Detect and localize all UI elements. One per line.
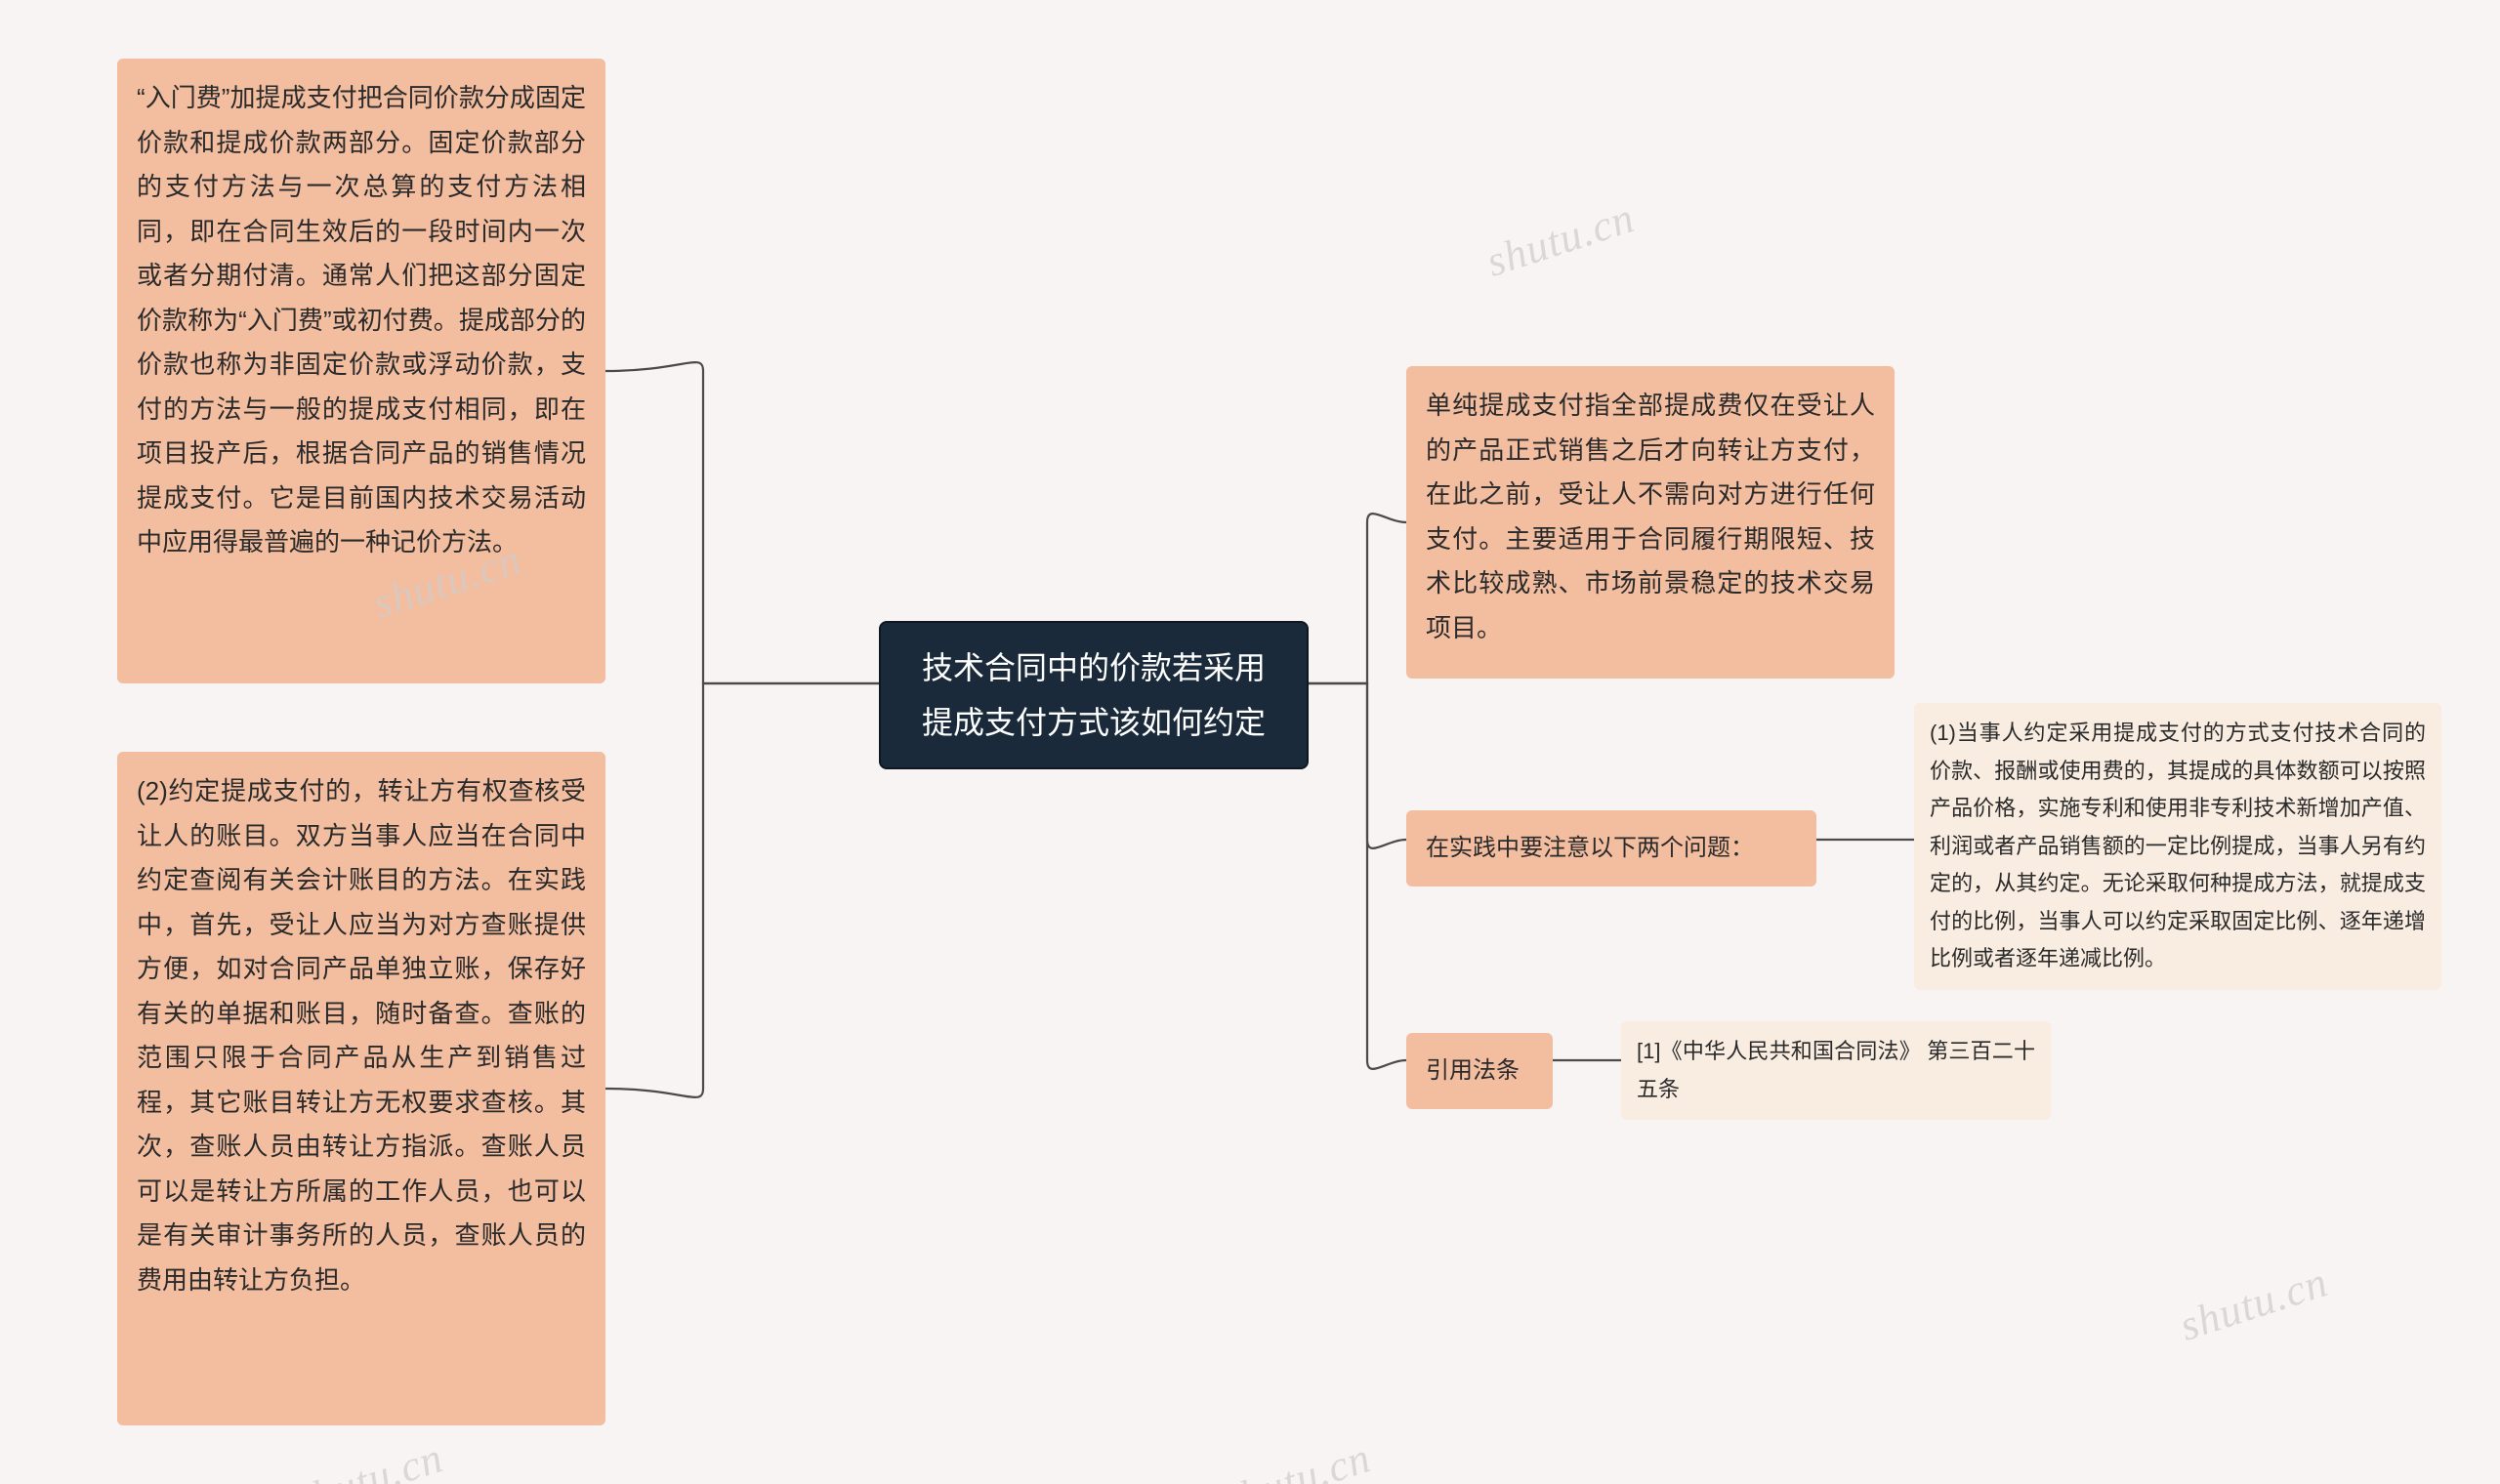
root-node[interactable]: 技术合同中的价款若采用提成支付方式该如何约定 <box>879 621 1309 769</box>
left-node-2[interactable]: (2)约定提成支付的，转让方有权查核受让人的账目。双方当事人应当在合同中约定查阅… <box>117 752 605 1425</box>
right-node-1[interactable]: 单纯提成支付指全部提成费仅在受让人的产品正式销售之后才向转让方支付，在此之前，受… <box>1406 366 1895 679</box>
right-node-2[interactable]: 在实践中要注意以下两个问题： <box>1406 810 1816 886</box>
right-node-2-child: (1)当事人约定采用提成支付的方式支付技术合同的价款、报酬或使用费的，其提成的具… <box>1914 703 2441 990</box>
watermark-text: shutu.cn <box>289 1432 449 1484</box>
right-node-3-child: [1]《中华人民共和国合同法》 第三百二十五条 <box>1621 1021 2051 1120</box>
watermark-text: shutu.cn <box>1480 192 1641 287</box>
left-node-1[interactable]: “入门费”加提成支付把合同价款分成固定价款和提成价款两部分。固定价款部分的支付方… <box>117 59 605 683</box>
watermark-text: shutu.cn <box>1217 1432 1377 1484</box>
watermark-text: shutu.cn <box>2174 1257 2334 1351</box>
right-node-3[interactable]: 引用法条 <box>1406 1033 1553 1109</box>
